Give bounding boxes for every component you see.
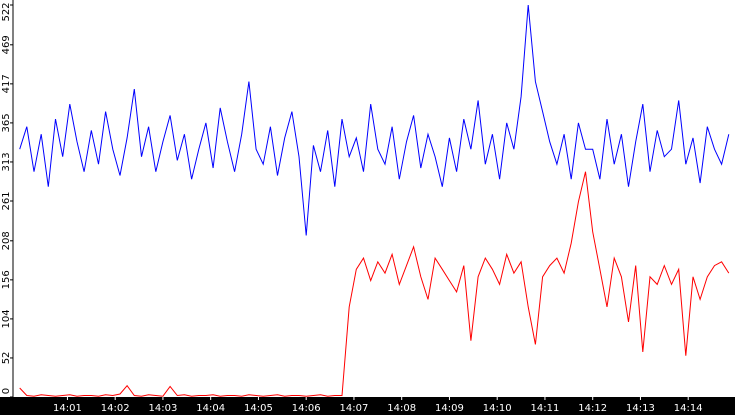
- y-tick-label: 208: [1, 231, 12, 250]
- x-tick-label: 14:05: [244, 403, 273, 414]
- x-tick-label: 14:08: [387, 403, 416, 414]
- x-tick-label: 14:10: [483, 403, 512, 414]
- x-tick-label: 14:12: [578, 403, 607, 414]
- x-tick-label: 14:04: [196, 403, 225, 414]
- x-tick-label: 14:09: [435, 403, 464, 414]
- y-tick-label: 261: [1, 191, 12, 210]
- y-tick-label: 0: [1, 388, 12, 394]
- x-tick-label: 14:03: [149, 403, 178, 414]
- series-line: [19, 4, 730, 236]
- y-tick-label: 156: [1, 270, 12, 289]
- x-tick-label: 14:14: [674, 403, 703, 414]
- y-tick-label: 104: [1, 309, 12, 328]
- x-tick-label: 14:13: [626, 403, 655, 414]
- y-tick-label: 365: [1, 113, 12, 132]
- x-axis-bar: [0, 397, 735, 415]
- series-line: [19, 171, 730, 397]
- x-tick-label: 14:02: [101, 403, 130, 414]
- x-tick-label: 14:06: [292, 403, 321, 414]
- y-tick-label: 469: [1, 35, 12, 54]
- x-tick-label: 14:07: [340, 403, 369, 414]
- y-tick-label: 417: [1, 74, 12, 93]
- y-tick-label: 522: [1, 2, 12, 21]
- y-tick-label: 313: [1, 152, 12, 171]
- x-tick-label: 14:01: [53, 403, 82, 414]
- x-tick-label: 14:11: [531, 403, 560, 414]
- y-tick-label: 52: [1, 352, 12, 365]
